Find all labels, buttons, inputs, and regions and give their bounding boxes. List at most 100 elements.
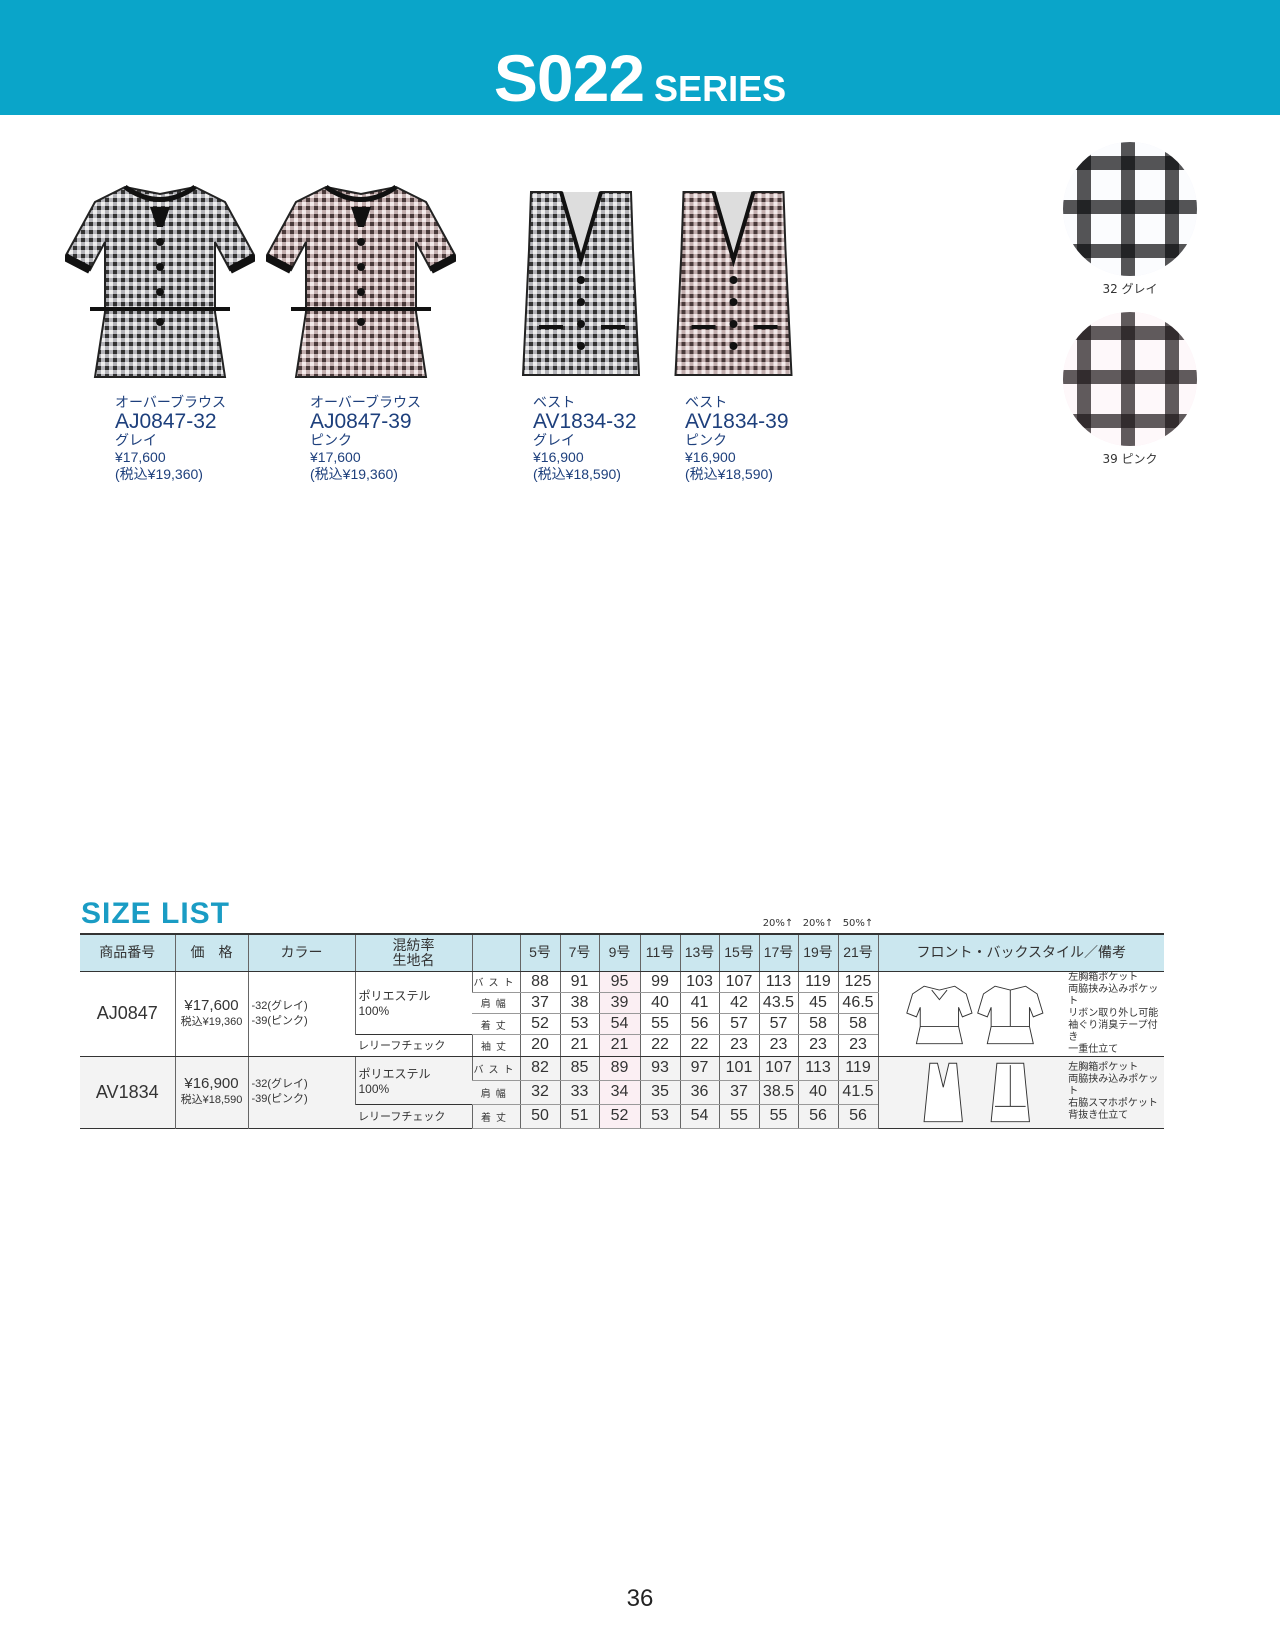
header-size: 21号 [837,934,878,972]
series-title: S022 SERIES [493,41,787,115]
header-style: フロント・バックスタイル／備考 [877,934,1164,972]
page-number: 36 [626,1585,654,1612]
note: 両脇挟み込みポケット [1068,983,1159,1007]
product-code-cell: AJ0847 [80,971,175,1057]
size-value: 52 [598,1104,640,1129]
table-row: レリーフチェック 着丈 50 51 52 53 54 55 55 56 56 [80,1103,1164,1129]
blouse-pink-image [266,184,456,378]
size-value: 46.5 [837,992,878,1015]
size-value: 41 [679,992,719,1015]
size-value: 55 [639,1013,680,1036]
size-value: 51 [559,1104,599,1129]
size-value: 40 [797,1080,838,1105]
size-value: 57 [758,1013,798,1036]
size-value: 38 [559,992,599,1015]
fabric-swatch-gray [1063,142,1197,276]
size-value: 23 [758,1034,798,1057]
product-code: AJ0847-32 [115,410,217,433]
size-value: 54 [679,1104,719,1129]
product-code: AV1834-32 [533,410,637,433]
fabric-name: レリーフチェック [355,1034,472,1057]
header-size: 7号 [559,934,599,972]
size-value: 88 [519,971,560,993]
size-value: 101 [718,1056,759,1081]
surcharge-17: 20%↑ [762,918,794,929]
header-fabric: 混紡率 生地名 [354,934,472,972]
header-size: 5号 [519,934,560,972]
note: 両脇挟み込みポケット [1068,1074,1159,1097]
size-value: 52 [519,1013,560,1036]
size-value: 45 [797,992,838,1015]
product-label: ベスト AV1834-39 ピンク ¥16,900 (税込¥18,590) [685,394,789,482]
table-header: 商品番号 価 格 カラー 混紡率 生地名 5号 7号 9号 11号 13号 15… [80,934,1164,972]
note: 右脇スマホポケット [1068,1098,1158,1109]
size-value: 33 [559,1080,599,1105]
size-value: 119 [797,971,838,993]
size-value: 43.5 [758,992,798,1015]
note: 左胸箱ポケット [1068,971,1139,983]
blouse-gray-image [65,184,255,378]
header-price: 価 格 [174,934,248,972]
color-cell: -32(グレイ) -39(ピンク) [247,1056,355,1128]
size-value: 36 [679,1080,719,1105]
size-value: 53 [639,1104,680,1129]
size-list-title: SIZE LIST [81,897,231,930]
swatch-label: 32 グレイ [1102,282,1158,296]
measure-label: 袖丈 [471,1034,520,1057]
size-value: 107 [718,971,759,993]
size-value: 57 [718,1013,759,1036]
measure-label: 着丈 [472,1013,520,1036]
measure-label: バスト [471,1056,520,1081]
price-cell: ¥16,900 税込¥18,590 [174,1056,248,1128]
product-code-cell: AV1834 [80,1056,175,1128]
size-value: 40 [639,992,680,1015]
header-band [0,0,1280,115]
size-value: 23 [797,1034,838,1057]
fabric-mix: ポリエステル 100% [354,1056,472,1104]
color-cell: -32(グレイ) -39(ピンク) [247,971,355,1057]
note: 一重仕立て [1068,1043,1119,1055]
size-value: 38.5 [758,1080,798,1105]
size-value: 56 [797,1104,838,1129]
vest-sketch-icon [923,1062,1030,1123]
measure-label: 着丈 [471,1104,520,1129]
notes: 左胸箱ポケット 両脇挟み込みポケット 右脇スマホポケット 背抜き仕立て [1068,1062,1164,1122]
note: 左胸箱ポケット [1068,1062,1139,1073]
size-value: 22 [639,1034,680,1057]
header-measure [471,934,520,972]
header-size: 17号 [758,934,798,972]
size-value: 107 [758,1056,798,1081]
surcharge-19: 20%↑ [802,918,834,929]
size-value: 85 [559,1056,599,1081]
size-value: 20 [519,1034,560,1057]
table-row: AV1834 ¥16,900 税込¥18,590 -32(グレイ) -39(ピンク) ポリ… [80,1056,1164,1128]
product-label: オーバーブラウス AJ0847-39 ピンク ¥17,600 (税込¥19,360) [310,394,422,482]
size-value: 82 [519,1056,560,1081]
vest-pink-image [674,191,793,376]
size-value: 41.5 [837,1080,878,1105]
notes: 左胸箱ポケット 両脇挟み込みポケット リボン取り外し可能 袖ぐり消臭テープ付き 一重仕立… [1068,972,1164,1056]
size-value: 56 [837,1104,878,1129]
price-cell: ¥17,600 税込¥19,360 [174,971,248,1057]
header-code: 商品番号 [80,934,175,972]
size-value: 89 [598,1056,640,1081]
size-value: 34 [598,1080,640,1105]
measure-label: バスト [471,971,520,993]
product-code: AV1834-39 [685,410,789,433]
size-value: 39 [598,992,640,1015]
size-value: 56 [679,1013,719,1036]
fabric-mix: ポリエステル 100% [354,971,472,1035]
size-value: 35 [639,1080,680,1105]
size-value: 23 [718,1034,759,1057]
swatch-label: 39 ピンク [1102,452,1158,466]
style-notes-cell: 左胸箱ポケット 両脇挟み込みポケット 右脇スマホポケット 背抜き仕立て [877,1056,1164,1128]
header-size: 15号 [718,934,759,972]
surcharge-21: 50%↑ [842,918,874,929]
size-table: 商品番号 価 格 カラー 混紡率 生地名 5号 7号 9号 11号 13号 15… [80,933,1164,1129]
size-value: 42 [718,992,759,1015]
size-value: 113 [758,971,798,993]
size-value: 37 [718,1080,759,1105]
header-size: 13号 [679,934,719,972]
size-value: 37 [519,992,560,1015]
table-row: 肩幅 37 38 39 40 41 42 43.5 45 46.5 [80,992,1164,1015]
